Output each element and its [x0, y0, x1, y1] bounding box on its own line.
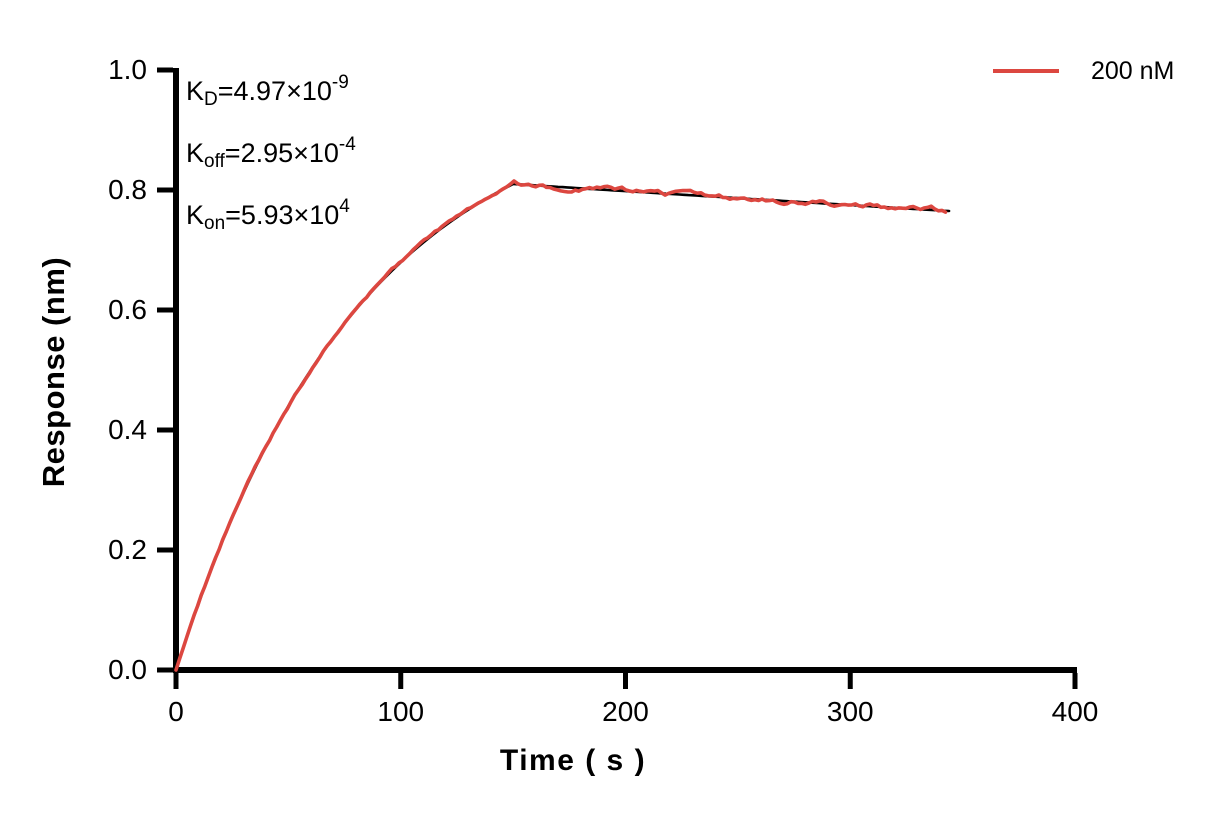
legend: 200 nM [993, 57, 1174, 85]
koff-value-line: Koff=2.95×10-4 [186, 134, 356, 172]
y-tick-label: 0.4 [108, 414, 147, 445]
kd-value-line: KD=4.97×10-9 [186, 72, 349, 110]
x-tick-label: 100 [377, 696, 425, 727]
x-tick-label: 0 [168, 696, 184, 727]
y-tick-label: 0.6 [108, 294, 147, 325]
y-tick-label: 1.0 [108, 54, 147, 85]
y-tick-label: 0.2 [108, 534, 147, 565]
x-tick-label: 300 [826, 696, 874, 727]
x-tick-label: 400 [1051, 696, 1099, 727]
x-tick-label: 200 [602, 696, 649, 727]
y-tick-label: 0.0 [108, 654, 147, 685]
kon-value-line: Kon=5.93×104 [186, 196, 350, 234]
kinetics-annotation: KD=4.97×10-9 Koff=2.95×10-4 Kon=5.93×104 [186, 60, 356, 246]
x-axis-title: Time ( s ) [499, 744, 647, 777]
legend-line-swatch [993, 69, 1059, 73]
y-tick-label: 0.8 [108, 174, 147, 205]
data-curve-200nM [174, 179, 948, 672]
legend-label: 200 nM [1091, 56, 1175, 85]
fit-curve [174, 182, 951, 672]
